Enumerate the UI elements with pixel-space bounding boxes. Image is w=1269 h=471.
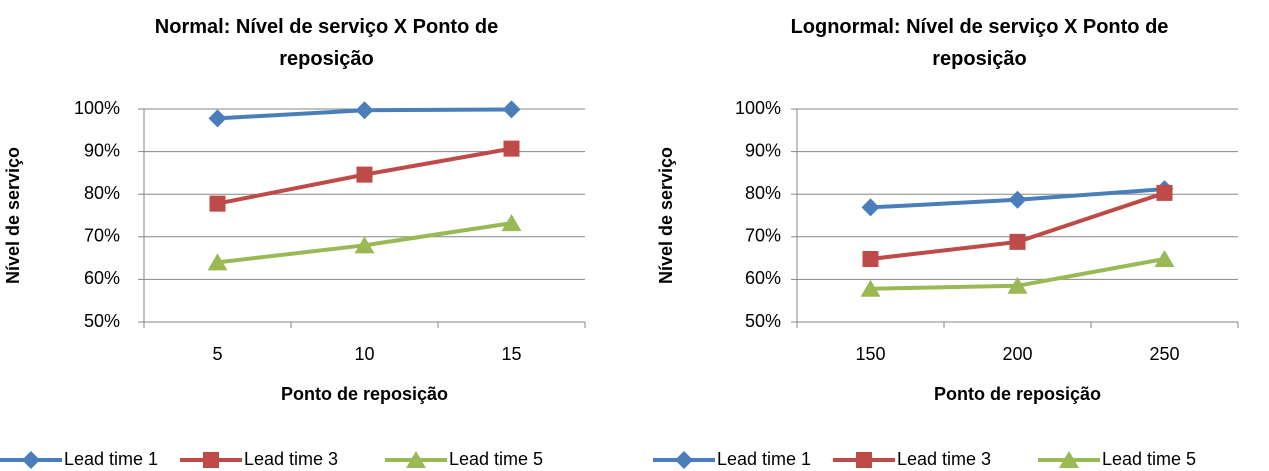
- title-line: Lognormal: Nível de serviço X Ponto de: [791, 16, 1169, 38]
- y-tick-label: 100%: [74, 98, 120, 118]
- x-tick-label: 200: [1002, 344, 1032, 364]
- data-point: [1008, 190, 1027, 209]
- data-point: [1007, 276, 1028, 294]
- legend-label: Lead time 3: [244, 449, 338, 469]
- legend-marker: [203, 452, 219, 468]
- data-point: [1009, 233, 1026, 250]
- chart-title: Lognormal: Nível de serviço X Ponto de re…: [791, 16, 1169, 70]
- legend-marker: [1059, 451, 1079, 468]
- legend-marker: [856, 452, 872, 468]
- chart-title: Normal: Nível de serviço X Ponto de repos…: [155, 16, 498, 70]
- x-tick-label: 150: [855, 344, 885, 364]
- data-point: [502, 100, 521, 119]
- x-axis-title: Ponto de reposição: [934, 384, 1101, 404]
- legend-label: Lead time 5: [1102, 449, 1196, 469]
- data-point: [207, 253, 228, 271]
- data-point: [501, 214, 522, 232]
- title-line: Normal: Nível de serviço X Ponto de: [155, 16, 498, 38]
- x-tick-label: 15: [501, 344, 521, 364]
- y-tick-label: 50%: [84, 311, 120, 331]
- x-tick-label: 10: [354, 344, 374, 364]
- legend-label: Lead time 1: [717, 449, 811, 469]
- data-point: [1156, 184, 1173, 201]
- x-tick-label: 250: [1149, 344, 1179, 364]
- y-tick-label: 80%: [84, 183, 120, 203]
- title-line: reposição: [932, 48, 1026, 70]
- y-tick-label: 100%: [735, 98, 781, 118]
- y-tick-label: 90%: [84, 140, 120, 160]
- legend-label: Lead time 3: [897, 449, 991, 469]
- title-line: reposição: [279, 48, 373, 70]
- data-point: [503, 140, 520, 157]
- x-tick-label: 5: [212, 344, 222, 364]
- legend-marker: [675, 451, 693, 469]
- legend-label: Lead time 1: [64, 449, 158, 469]
- y-tick-label: 70%: [84, 226, 120, 246]
- legend-marker: [406, 451, 426, 468]
- y-tick-label: 70%: [745, 226, 781, 246]
- y-tick-label: 50%: [745, 311, 781, 331]
- y-tick-label: 60%: [745, 268, 781, 288]
- legend-marker: [22, 451, 40, 469]
- y-axis-title: Nível de serviço: [3, 147, 23, 284]
- data-point: [355, 101, 374, 120]
- data-point: [356, 166, 373, 183]
- data-point: [209, 195, 226, 212]
- y-tick-label: 60%: [84, 268, 120, 288]
- y-tick-label: 80%: [745, 183, 781, 203]
- data-point: [208, 109, 227, 128]
- y-tick-label: 90%: [745, 140, 781, 160]
- x-axis-title: Ponto de reposição: [281, 384, 448, 404]
- data-point: [860, 279, 881, 297]
- data-point: [861, 198, 880, 217]
- legend-label: Lead time 5: [449, 449, 543, 469]
- data-point: [354, 236, 375, 254]
- y-axis-title: Nível de serviço: [656, 147, 676, 284]
- data-point: [862, 250, 879, 267]
- data-point: [1154, 249, 1175, 267]
